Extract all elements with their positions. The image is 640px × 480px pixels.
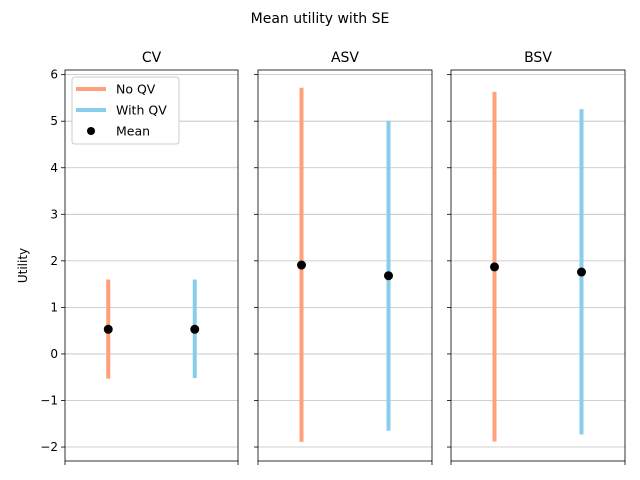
mean-marker: [103, 324, 113, 334]
panel-frame: [64, 69, 239, 462]
panel-frame: [257, 69, 433, 462]
legend-label: Mean: [116, 124, 150, 139]
y-tick-label: 2: [50, 254, 58, 268]
y-tick-label: 3: [50, 207, 58, 221]
panel-title: CV: [142, 50, 162, 66]
panel-title: BSV: [524, 50, 552, 66]
mean-marker: [577, 267, 586, 277]
y-tick-label: 1: [50, 300, 58, 314]
y-axis-label: Utility: [16, 248, 30, 283]
figure-title: Mean utility with SE: [251, 11, 390, 27]
y-tick-label: 0: [50, 347, 58, 361]
mean-marker: [384, 271, 393, 281]
panel-frame: [450, 69, 626, 462]
y-tick-label: −2: [40, 440, 58, 454]
panel-title: ASV: [331, 50, 359, 66]
legend-label: With QV: [116, 103, 167, 118]
mean-marker: [297, 260, 306, 270]
y-tick-label: 5: [50, 114, 58, 128]
mean-marker: [490, 262, 499, 272]
legend-marker: [87, 127, 95, 135]
y-tick-label: 6: [50, 68, 58, 82]
legend-box: [71, 76, 180, 145]
legend-label: No QV: [116, 82, 156, 97]
mean-marker: [190, 324, 200, 334]
y-tick-label: −1: [40, 393, 58, 407]
y-tick-label: 4: [50, 161, 58, 175]
